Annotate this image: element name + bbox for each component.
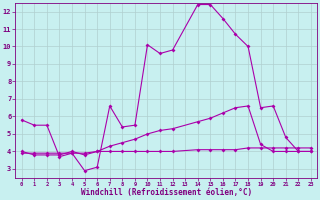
- X-axis label: Windchill (Refroidissement éolien,°C): Windchill (Refroidissement éolien,°C): [81, 188, 252, 197]
